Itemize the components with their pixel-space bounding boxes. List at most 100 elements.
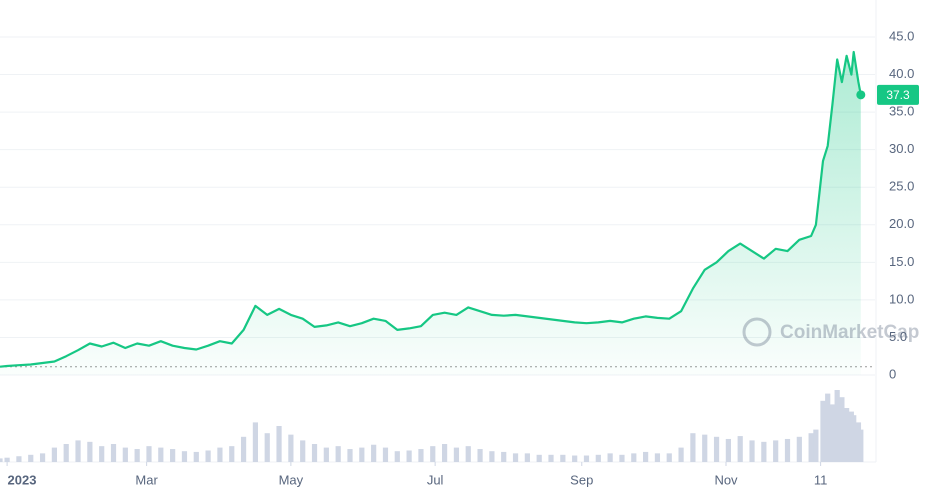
volume-bar	[654, 453, 661, 462]
last-value-badge	[877, 84, 919, 105]
volume-bar	[548, 454, 554, 462]
volume-bar	[430, 446, 436, 462]
volume-bar	[607, 453, 613, 462]
volume-bar	[323, 447, 329, 462]
volume-bar	[181, 451, 188, 462]
x-tick-label: Nov	[714, 472, 738, 487]
volume-bar	[252, 422, 259, 462]
volume-bar	[820, 400, 826, 462]
volume-bar	[536, 454, 542, 462]
volume-bar	[572, 455, 578, 462]
volume-bar	[825, 393, 831, 462]
volume-bar	[418, 449, 424, 462]
y-tick-label: 10.0	[889, 291, 914, 306]
x-tick-label: 11	[814, 472, 828, 487]
volume-bar	[335, 446, 341, 462]
y-tick-label: 5.0	[889, 329, 907, 344]
volume-bar	[87, 441, 93, 462]
volume-bar	[170, 449, 176, 462]
volume-bar	[217, 447, 223, 462]
volume-bar	[110, 444, 117, 462]
x-tick-label: Jul	[427, 472, 444, 487]
volume-bar	[583, 455, 590, 462]
y-tick-label: 40.0	[889, 66, 914, 81]
volume-bar	[264, 433, 270, 462]
volume-bar	[477, 449, 483, 462]
volume-bar	[829, 404, 836, 462]
volume-bar	[702, 434, 708, 462]
volume-bar	[501, 451, 507, 462]
volume-bar	[158, 447, 164, 462]
volume-bar	[4, 457, 10, 462]
last-point	[856, 90, 866, 100]
volume-bar	[359, 447, 365, 462]
volume-bar	[441, 444, 448, 462]
volume-bar	[631, 453, 637, 462]
volume-bar	[146, 446, 152, 462]
volume-bar	[643, 451, 649, 462]
volume-bar	[808, 433, 814, 462]
volume-bar	[28, 454, 34, 462]
volume-bar	[240, 436, 247, 462]
y-tick-label: 20.0	[889, 216, 914, 231]
volume-bar	[512, 453, 519, 462]
x-tick-label: May	[279, 472, 304, 487]
watermark-text: CoinMarketCap	[780, 322, 919, 343]
volume-bar	[725, 438, 731, 462]
volume-bar	[761, 441, 767, 462]
x-tick-label: Sep	[570, 472, 593, 487]
volume-bar	[311, 444, 318, 462]
volume-bar	[619, 454, 625, 462]
volume-bar	[560, 454, 566, 462]
area	[0, 52, 861, 375]
y-tick-label: 30.0	[889, 141, 914, 156]
volume-bar	[347, 449, 353, 462]
volume-bar	[406, 450, 412, 462]
volume-bar	[300, 440, 306, 462]
volume-bar	[844, 408, 850, 462]
volume-bar	[39, 453, 46, 462]
x-tick-label: 2023	[8, 472, 37, 487]
volume-bar	[382, 447, 389, 462]
volume-bar	[834, 390, 840, 462]
volume-bar	[276, 426, 282, 462]
y-tick-label: 25.0	[889, 179, 914, 194]
volume-bar	[0, 458, 3, 462]
y-tick-label: 15.0	[889, 254, 914, 269]
watermark-logo	[742, 317, 772, 347]
y-tick-label: 35.0	[889, 104, 914, 119]
volume-bar	[713, 436, 720, 462]
volume-bar	[749, 440, 755, 462]
volume-bar	[205, 450, 211, 462]
volume-bar	[773, 440, 779, 462]
volume-bar	[453, 447, 460, 462]
volume-bar	[796, 436, 802, 462]
volume-bar	[595, 454, 601, 462]
volume-bar	[371, 444, 377, 462]
volume-bar	[99, 446, 105, 462]
volume-bar	[690, 433, 696, 462]
price-line	[0, 50, 862, 368]
volume-bar	[122, 447, 128, 462]
volume-bar	[51, 447, 57, 462]
volume-bar	[524, 453, 530, 462]
volume-bar	[63, 444, 69, 462]
volume-bar	[16, 456, 22, 462]
volume-bar	[737, 436, 743, 462]
last-value-label: 37.3	[886, 88, 910, 102]
watermark: CoinMarketCap	[742, 317, 919, 347]
volume-bar	[229, 446, 235, 462]
volume-bar	[839, 397, 845, 462]
volume-bar	[288, 434, 294, 462]
volume-bar	[813, 429, 819, 462]
volume-bar	[784, 438, 791, 462]
x-tick-label: Mar	[135, 472, 158, 487]
y-tick-label: 45.0	[889, 28, 914, 43]
volume-bar	[394, 451, 400, 462]
volume-bar	[134, 449, 140, 462]
volume-bar	[858, 429, 864, 462]
volume-bar	[465, 446, 471, 462]
volume-bar	[851, 415, 857, 462]
